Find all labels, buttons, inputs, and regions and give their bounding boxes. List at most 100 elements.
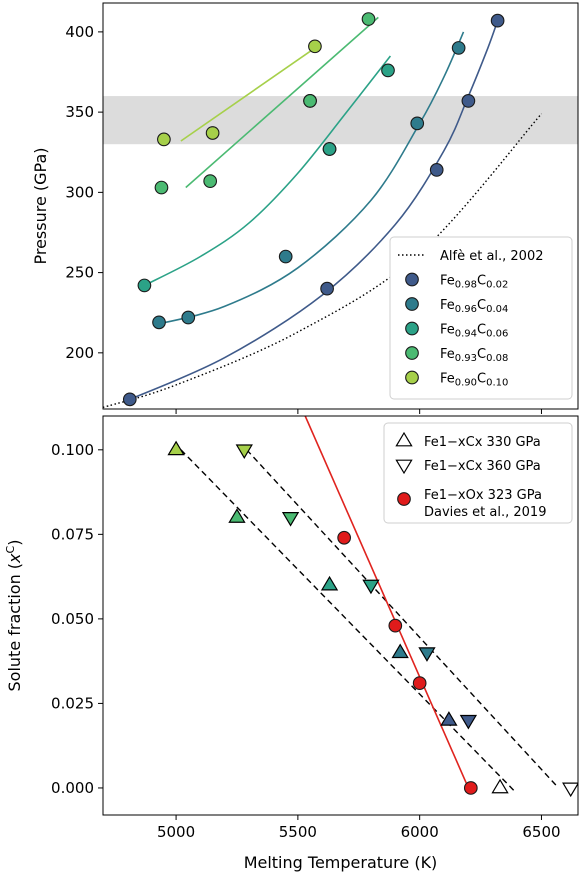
y-tick-label: 350	[65, 103, 94, 121]
triangle-up-point	[491, 778, 509, 794]
legend-label-part: C	[477, 298, 486, 313]
legend-panel-2: Fe1−xCx 330 GPa Fe1−xCx 360 GPa Fe1−xOx 32…	[383, 422, 573, 524]
data-point-c002	[320, 281, 334, 296]
data-point-c010	[308, 39, 322, 54]
triangle-down-point	[281, 512, 300, 527]
triangle-down-point	[362, 579, 380, 595]
y-tick-label: 0.050	[51, 610, 94, 628]
x-tick-label: 6000	[401, 823, 439, 841]
data-point-c006	[137, 278, 152, 293]
data-point-c004	[451, 41, 466, 55]
x-tick-label: 6500	[522, 823, 560, 841]
data-point-c010	[205, 126, 220, 140]
fit-line-c010	[180, 45, 318, 142]
legend-label: Fe0.96C0.04	[440, 298, 508, 315]
panel-1-axes: 200 250 300 350 400	[65, 23, 542, 414]
legend-label: Fe1−xCx 360 GPa	[424, 459, 541, 474]
fit-line-2	[246, 449, 560, 789]
y-axis-label-part: C	[4, 545, 17, 553]
triangle-up-point	[391, 643, 409, 659]
fit-line-c002	[129, 20, 499, 401]
legend-marker	[405, 272, 419, 287]
data-point-c002	[490, 13, 505, 28]
data-point-c008	[361, 12, 376, 26]
legend-label-part: Fe	[440, 323, 455, 338]
legend-label: Davies et al., 2019	[424, 505, 546, 520]
data-point-c004	[181, 310, 196, 325]
triangle-up-point	[320, 575, 339, 591]
data-point-c010	[157, 132, 171, 147]
y-axis-label: Solute fraction (xC)	[4, 540, 24, 692]
legend-label-part: 0.08	[486, 353, 508, 364]
data-point-c006	[322, 142, 337, 156]
x-axis-label: Melting Temperature (K)	[244, 853, 438, 872]
legend-marker-down	[395, 459, 413, 475]
legend-label-part: C	[477, 274, 486, 289]
legend-label-part: 0.93	[455, 353, 477, 364]
davies-point	[463, 781, 478, 795]
data-point-c002	[461, 94, 476, 108]
davies-point	[412, 676, 427, 690]
legend-label-part: 0.90	[455, 378, 477, 389]
panel-1-plot	[103, 12, 578, 409]
panel-1-frame	[102, 2, 579, 410]
legend-label-part: C	[477, 372, 486, 387]
data-point-c006	[381, 63, 395, 78]
fit-line-c006	[144, 55, 392, 287]
fit-line-c004	[158, 31, 465, 325]
legend-label-part: 0.04	[486, 304, 508, 315]
legend-marker-davies	[397, 492, 411, 506]
data-point-c004	[152, 315, 166, 330]
fit-line-3	[304, 416, 470, 789]
legend-marker	[405, 370, 419, 385]
data-point-c002	[122, 392, 137, 407]
panel-2-plot	[167, 416, 578, 798]
panel-2-axes: 0.000 0.025 0.050 0.075 0.100 5000 5500 6000 650…	[51, 441, 561, 841]
legend-label-part: C	[477, 323, 486, 338]
legend-label: Fe0.94C0.06	[440, 323, 508, 340]
y-axis-label-part: Solute fraction (	[5, 563, 24, 692]
triangle-up-point	[440, 711, 458, 726]
y-tick-label: 400	[65, 23, 94, 41]
legend-label-part: Fe	[440, 347, 455, 362]
x-tick-label: 5000	[157, 823, 195, 841]
legend-label-part: 0.10	[486, 378, 508, 389]
legend-label-part: Fe	[440, 298, 455, 313]
y-tick-label: 0.000	[51, 779, 94, 797]
legend-label-part: Fe	[440, 274, 455, 289]
y-axis-label: Pressure (GPa)	[31, 147, 50, 264]
triangle-down-point	[418, 647, 436, 662]
legend-label: Fe1−xOx 323 GPa	[424, 488, 542, 503]
legend-label: Fe0.98C0.02	[440, 274, 508, 291]
fit-line-c008	[185, 16, 379, 189]
triangle-down-point	[459, 714, 478, 730]
legend-label: Fe0.90C0.10	[440, 372, 508, 389]
legend-panel-1: Alfè et al., 2002Fe0.98C0.02Fe0.96C0.04F…	[389, 236, 573, 400]
data-point-c004	[410, 116, 425, 131]
data-point-c008	[303, 94, 317, 108]
legend-label: Fe0.93C0.08	[440, 347, 508, 364]
legend-label-part: 0.06	[486, 329, 508, 340]
legend-marker	[405, 346, 419, 360]
davies-point	[388, 618, 403, 633]
y-tick-label: 250	[65, 264, 94, 282]
triangle-up-point	[167, 440, 185, 456]
legend-box	[389, 236, 573, 400]
panel-2-frame	[102, 415, 579, 816]
legend-box	[383, 422, 573, 524]
legend-marker	[405, 297, 419, 311]
triangle-down-point	[562, 782, 578, 798]
y-tick-label: 0.025	[51, 694, 94, 712]
legend-label-part: Fe	[440, 372, 455, 387]
data-point-c002	[429, 163, 444, 177]
y-tick-label: 200	[65, 344, 94, 362]
data-point-c008	[203, 174, 218, 188]
legend-marker-up	[395, 431, 413, 447]
legend-label-part: 0.02	[486, 280, 508, 291]
davies-point	[337, 530, 352, 545]
legend-label-part: 0.96	[455, 304, 477, 315]
y-axis-label-part: x	[5, 553, 24, 564]
y-tick-label: 0.075	[51, 525, 94, 543]
y-tick-label: 0.100	[51, 441, 94, 459]
